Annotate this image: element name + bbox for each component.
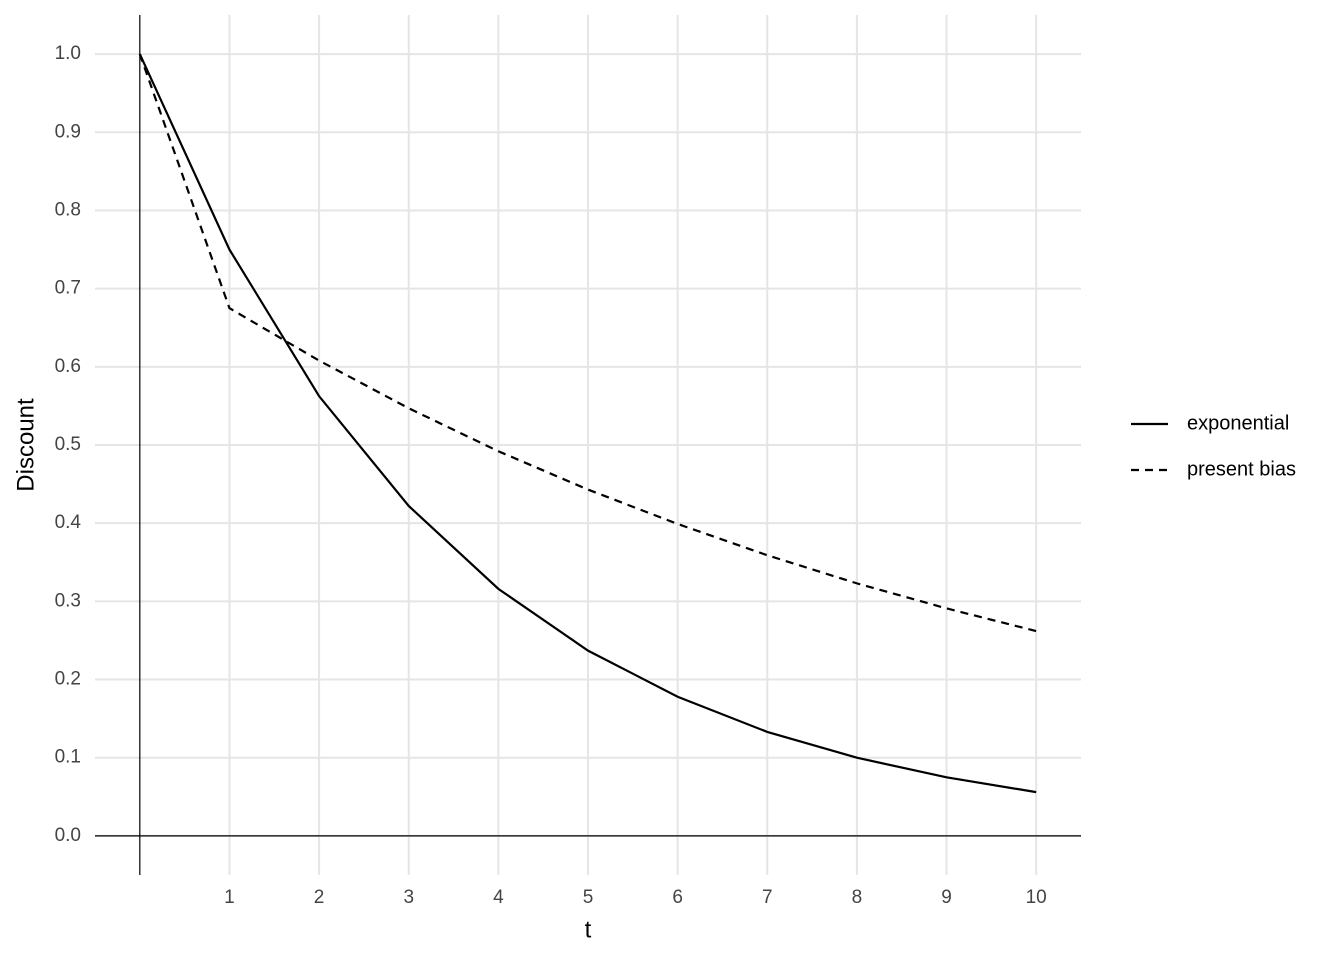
x-tick-label: 3 <box>403 887 414 908</box>
y-tick-label: 1.0 <box>55 43 81 64</box>
y-tick-label: 0.3 <box>55 590 81 611</box>
x-tick-label: 2 <box>314 887 325 908</box>
y-tick-label: 0.1 <box>55 747 81 768</box>
x-tick-label: 4 <box>493 887 504 908</box>
x-tick-label: 8 <box>852 887 863 908</box>
x-tick-label: 9 <box>941 887 952 908</box>
y-tick-label: 0.8 <box>55 199 81 220</box>
y-tick-label: 0.5 <box>55 434 81 455</box>
x-tick-label: 5 <box>583 887 594 908</box>
y-tick-label: 0.9 <box>55 121 81 142</box>
y-tick-label: 0.2 <box>55 669 81 690</box>
x-tick-label: 7 <box>762 887 773 908</box>
x-axis-title: t <box>585 916 592 943</box>
y-tick-label: 0.7 <box>55 278 81 299</box>
x-tick-label: 1 <box>224 887 235 908</box>
x-tick-label: 10 <box>1026 887 1047 908</box>
x-tick-label: 6 <box>672 887 683 908</box>
y-tick-label: 0.0 <box>55 825 81 846</box>
y-axis-title: Discount <box>12 398 39 492</box>
series-line <box>138 53 1037 794</box>
legend-label: present bias <box>1187 458 1296 480</box>
series-line <box>138 53 1037 633</box>
y-tick-label: 0.6 <box>55 356 81 377</box>
legend-label: exponential <box>1187 412 1289 434</box>
y-tick-label: 0.4 <box>55 512 82 533</box>
